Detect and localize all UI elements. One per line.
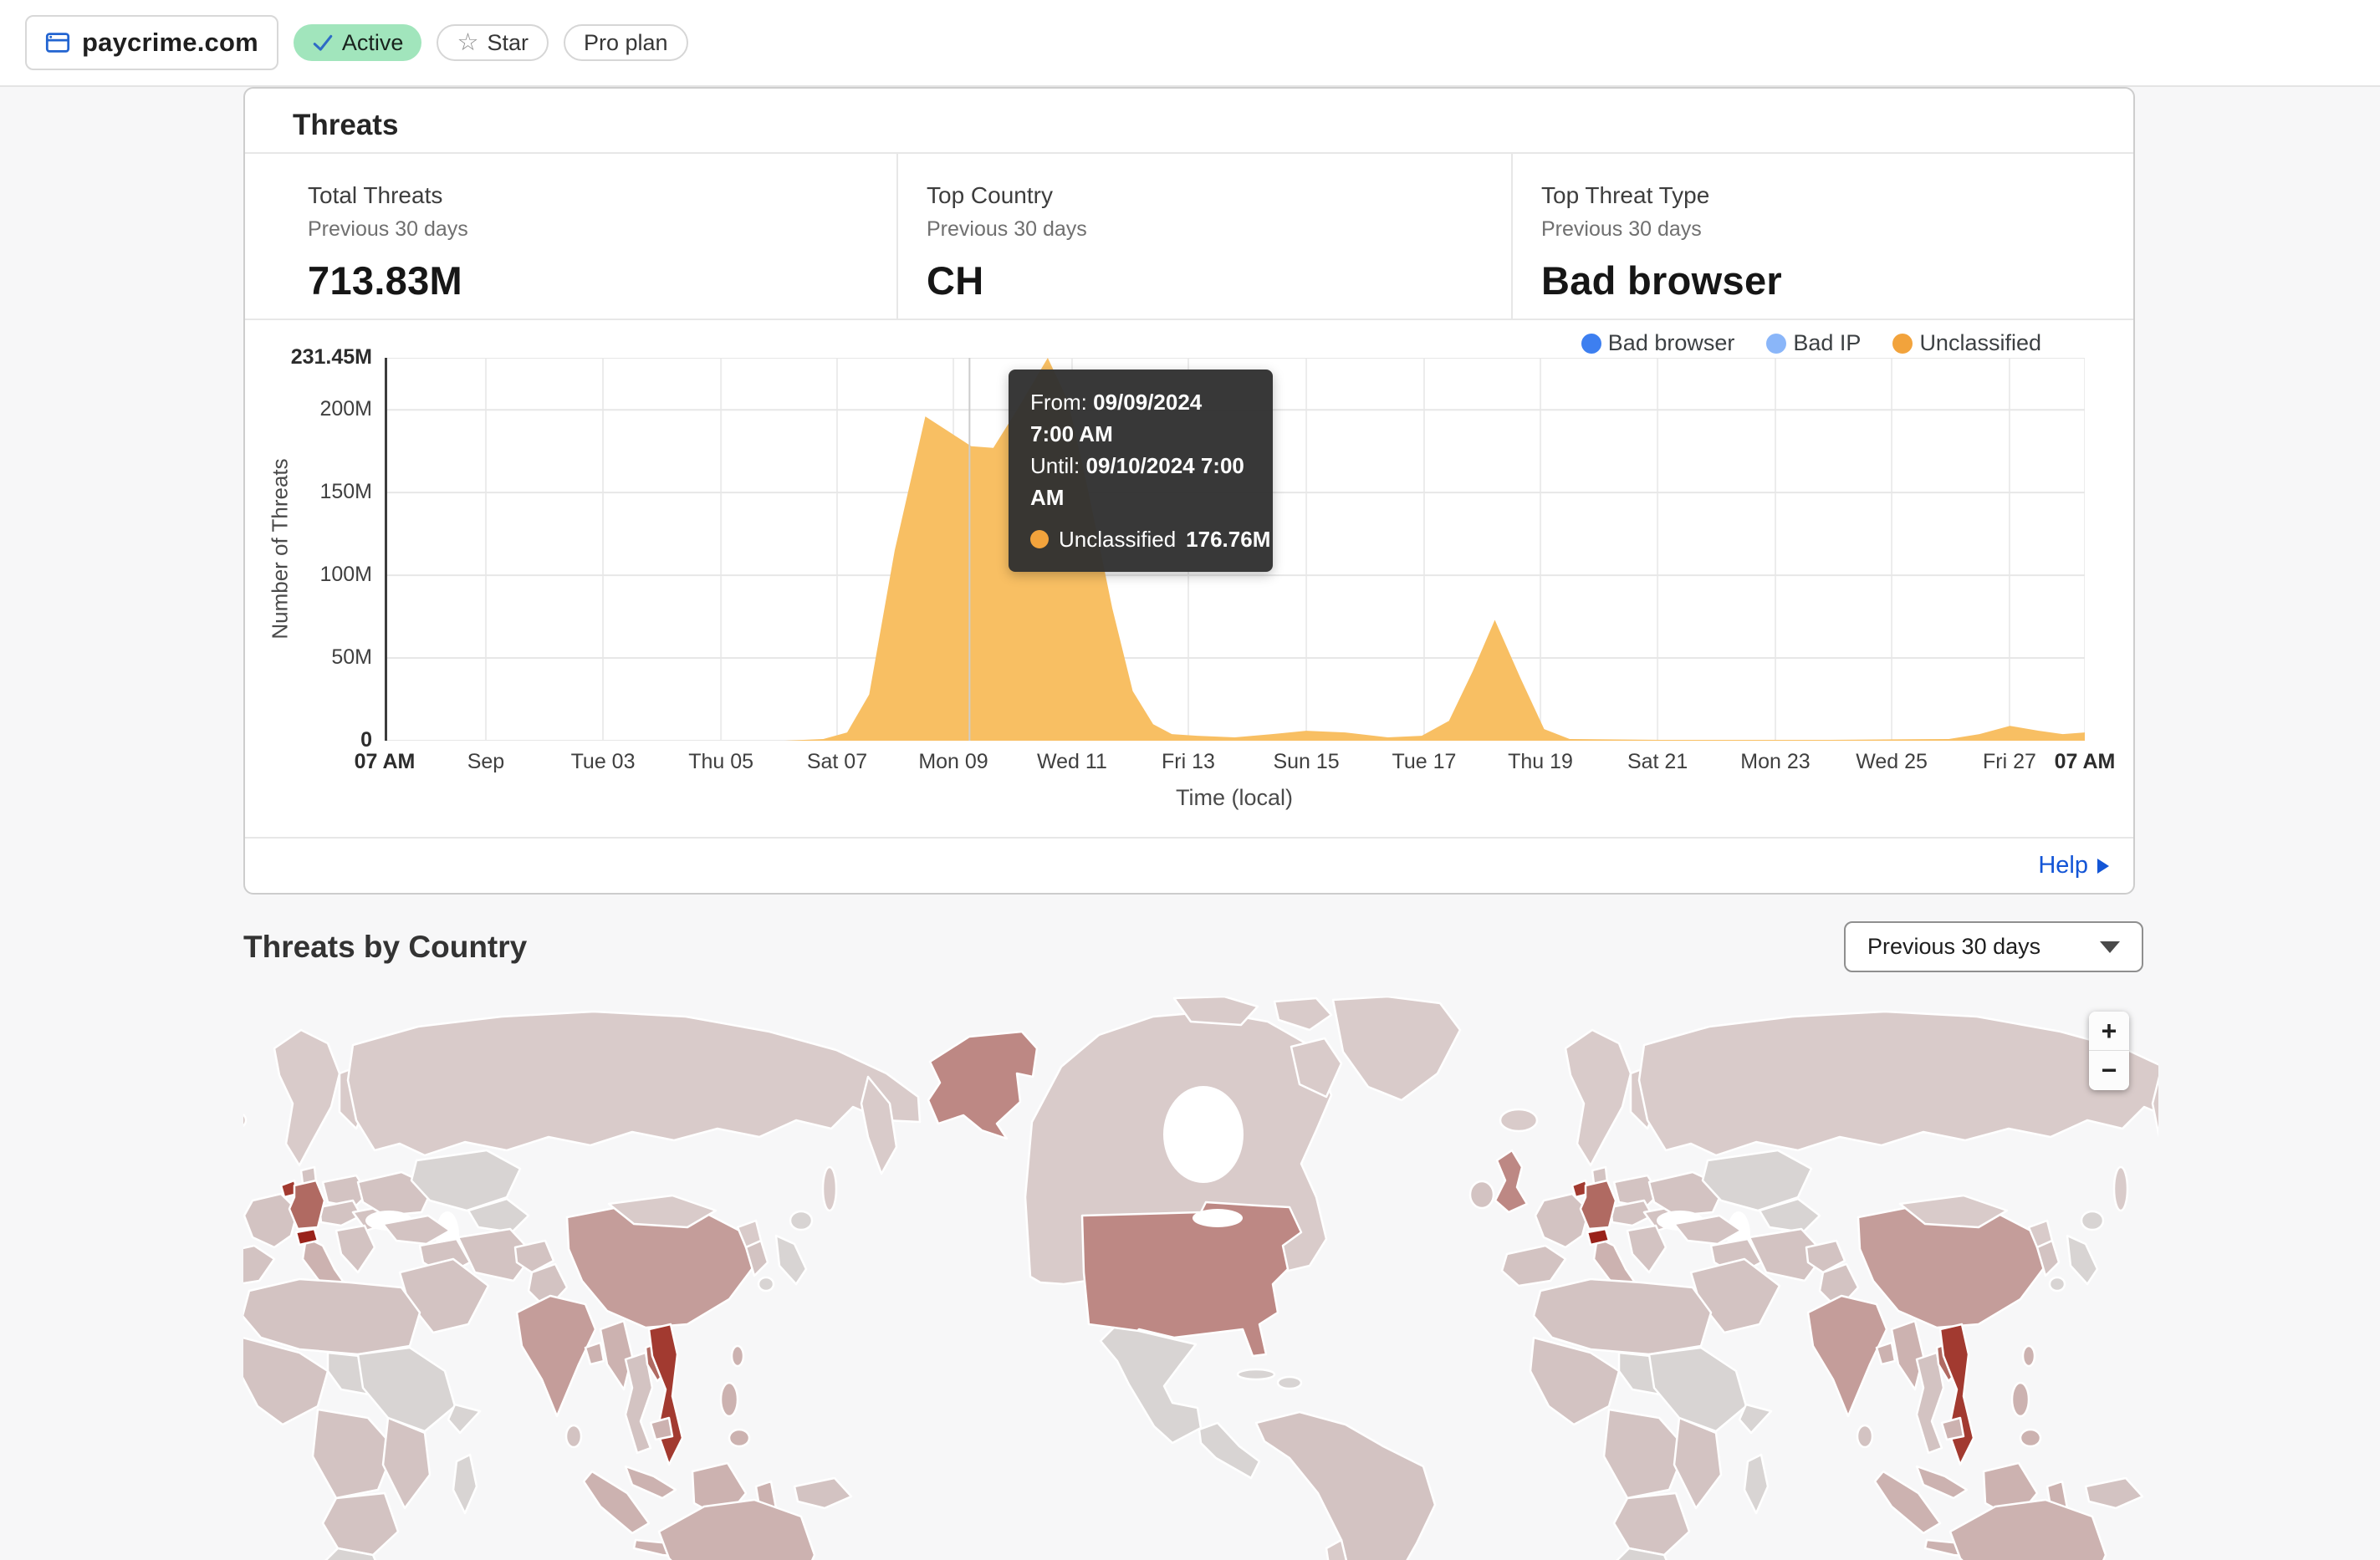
star-button[interactable]: ☆ Star <box>437 24 549 61</box>
topbar: paycrime.com Active ☆ Star Pro plan <box>0 0 2380 87</box>
play-right-icon <box>2097 858 2109 874</box>
star-icon: ☆ <box>457 28 479 56</box>
stat-period: Previous 30 days <box>1541 217 1702 241</box>
stat-top-threat-type: Top Threat Type Previous 30 days Bad bro… <box>1513 154 2133 319</box>
help-row: Help <box>245 837 2133 893</box>
legend-item-bad-browser[interactable]: Bad browser <box>1581 330 1735 356</box>
tooltip-from-label: From: <box>1030 390 1087 415</box>
chart-tooltip: From: 09/09/2024 7:00 AM Until: 09/10/20… <box>1009 370 1273 572</box>
x-tick-label: Mon 23 <box>1740 750 1811 773</box>
legend-label: Bad browser <box>1607 330 1735 355</box>
chevron-down-icon <box>2100 941 2120 953</box>
domain-selector[interactable]: paycrime.com <box>25 15 278 70</box>
stat-value: 713.83M <box>308 258 463 303</box>
tooltip-from-value: 09/09/2024 7:00 AM <box>1030 390 1203 446</box>
legend-label: Bad IP <box>1793 330 1862 355</box>
x-tick-label: Sep <box>467 750 505 773</box>
stat-label: Top Threat Type <box>1541 182 1710 208</box>
help-label: Help <box>2038 852 2088 879</box>
help-link[interactable]: Help <box>2038 852 2110 879</box>
stat-period: Previous 30 days <box>308 217 468 241</box>
time-range-value: Previous 30 days <box>1867 934 2041 959</box>
x-tick-label: Fri 27 <box>1982 750 2036 773</box>
x-tick-label: Wed 25 <box>1856 750 1928 773</box>
stat-value: CH <box>927 258 984 303</box>
legend-item-bad-ip[interactable]: Bad IP <box>1766 330 1861 356</box>
tooltip-until-value: 09/10/2024 7:00 AM <box>1030 453 1244 510</box>
y-tick-label: 100M <box>319 563 372 587</box>
x-tick-label: 07 AM <box>354 750 416 773</box>
x-tick-label: Sun 15 <box>1273 750 1340 773</box>
map-zoom-in-button[interactable]: + <box>2089 1012 2129 1051</box>
x-tick-label: Tue 03 <box>570 750 636 773</box>
threats-by-country-map[interactable]: + − <box>0 995 2213 1560</box>
plan-badge: Pro plan <box>563 24 688 61</box>
x-tick-label: Tue 17 <box>1392 750 1457 773</box>
stat-top-country: Top Country Previous 30 days CH <box>898 154 1513 319</box>
tooltip-series-value: 176.76M <box>1186 527 1271 552</box>
y-tick-label: 150M <box>319 480 372 504</box>
domain-name: paycrime.com <box>82 28 258 57</box>
legend-dot <box>1892 333 1913 354</box>
check-icon <box>313 34 333 51</box>
x-axis-title: Time (local) <box>1175 785 1293 810</box>
x-tick-label: Thu 05 <box>688 750 754 773</box>
section-title: Threats by Country <box>243 930 528 964</box>
y-tick-label: 200M <box>319 397 372 421</box>
legend-item-unclassified[interactable]: Unclassified <box>1892 330 2041 356</box>
choropleth-world-map[interactable] <box>0 995 2213 1560</box>
stat-label: Total Threats <box>308 182 443 208</box>
status-badge-label: Active <box>341 29 404 55</box>
tooltip-series-dot <box>1030 530 1049 548</box>
legend-label: Unclassified <box>1919 330 2041 355</box>
stat-total-threats: Total Threats Previous 30 days 713.83M <box>245 154 898 319</box>
x-tick-label: Wed 11 <box>1037 750 1107 773</box>
y-axis-title: Number of Threats <box>267 458 293 640</box>
legend-dot <box>1766 333 1787 354</box>
map-zoom-out-button[interactable]: − <box>2089 1051 2129 1090</box>
threats-card: Threats Total Threats Previous 30 days 7… <box>243 87 2135 895</box>
x-tick-label: 07 AM <box>2054 750 2116 773</box>
x-tick-label: Thu 19 <box>1508 750 1573 773</box>
stats-row: Total Threats Previous 30 days 713.83M T… <box>245 154 2133 320</box>
legend-dot <box>1581 333 1601 354</box>
x-tick-label: Mon 09 <box>918 750 988 773</box>
map-zoom-controls: + − <box>2089 1012 2129 1090</box>
card-title: Threats <box>245 89 2133 154</box>
stat-period: Previous 30 days <box>927 217 1087 241</box>
y-tick-label: 50M <box>331 645 372 670</box>
plan-badge-label: Pro plan <box>583 29 668 55</box>
browser-window-icon <box>45 33 70 53</box>
x-tick-label: Sat 21 <box>1627 750 1688 773</box>
stat-label: Top Country <box>927 182 1053 208</box>
x-tick-label: Sat 07 <box>806 750 868 773</box>
time-range-select[interactable]: Previous 30 days <box>1844 921 2143 972</box>
y-tick-label: 0 <box>360 728 372 752</box>
tooltip-series-name: Unclassified <box>1059 527 1177 552</box>
tooltip-until-label: Until: <box>1030 453 1080 478</box>
x-tick-label: Fri 13 <box>1162 750 1215 773</box>
threats-chart[interactable]: Bad browser Bad IP Unclassified 231.45M 200… <box>245 320 2133 837</box>
stat-value: Bad browser <box>1541 258 1782 303</box>
chart-legend: Bad browser Bad IP Unclassified <box>1581 330 2041 356</box>
star-button-label: Star <box>487 29 529 55</box>
y-tick-label: 231.45M <box>290 345 372 369</box>
status-badge-active: Active <box>293 24 422 61</box>
area-chart-plot[interactable] <box>385 358 2085 741</box>
